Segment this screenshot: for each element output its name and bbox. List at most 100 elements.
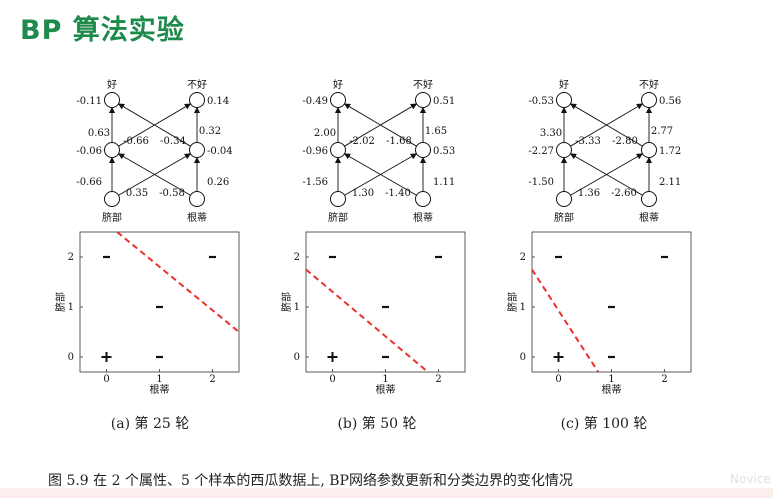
y-tick-label: 2	[294, 252, 300, 263]
output-label-good: 好	[559, 79, 569, 91]
plot-frame	[305, 231, 466, 373]
neuron-node	[104, 92, 120, 108]
weight-h2-o2: 2.77	[651, 126, 673, 137]
neuron-node	[189, 92, 205, 108]
weight-h1-o1: 2.00	[314, 128, 336, 139]
y-tick-label: 0	[68, 352, 74, 363]
y-tick-label: 2	[68, 252, 74, 263]
weight-h2-o1: -0.66	[123, 136, 149, 147]
output-label-good: 好	[107, 79, 117, 91]
decision-boundary	[306, 268, 429, 372]
watermark: Novice	[730, 472, 771, 486]
x-tick-label: 2	[209, 374, 215, 385]
output-label-bad: 不好	[639, 79, 659, 91]
x-tick-label: 1	[608, 374, 614, 385]
input-label-root: 根蒂	[639, 211, 659, 224]
edge-i1-h2	[344, 153, 418, 196]
bias-output-2: 0.56	[659, 96, 681, 107]
input-label-root: 根蒂	[187, 211, 207, 224]
neuron-node	[556, 191, 572, 207]
y-tick-label: 1	[68, 302, 74, 313]
bias-hidden-1: -2.27	[528, 146, 554, 157]
bias-input-2: 0.26	[207, 177, 229, 188]
footer-bar	[0, 488, 773, 498]
neuron-node	[415, 191, 431, 207]
bias-output-1: -0.49	[302, 96, 328, 107]
neuron-node	[189, 191, 205, 207]
weight-h1-o2: -0.34	[160, 136, 186, 147]
output-label-bad: 不好	[187, 79, 207, 91]
bias-hidden-2: 1.72	[659, 146, 681, 157]
neuron-node	[415, 92, 431, 108]
weight-i1-h2: 0.35	[126, 188, 148, 199]
slide-title: BP 算法实验	[20, 15, 185, 46]
neuron-node	[330, 92, 346, 108]
bias-input-1: -1.56	[302, 177, 328, 188]
weight-h2-o2: 0.32	[199, 126, 221, 137]
weight-i2-h1: -0.58	[159, 188, 185, 199]
neuron-node	[104, 191, 120, 207]
y-tick-label: 1	[520, 302, 526, 313]
neuron-node	[556, 142, 572, 158]
plot-frame	[531, 231, 692, 373]
output-label-good: 好	[333, 79, 343, 91]
subcaption-2: (b) 第 50 轮	[337, 415, 416, 432]
y-axis-label: 脐部	[54, 292, 67, 312]
bias-hidden-1: -0.06	[76, 146, 102, 157]
weight-h2-o1: -3.33	[575, 136, 601, 147]
y-tick-label: 1	[294, 302, 300, 313]
y-tick-label: 0	[520, 352, 526, 363]
bias-output-2: 0.51	[433, 96, 455, 107]
weight-i1-h2: 1.36	[578, 188, 600, 199]
bias-input-2: 1.11	[433, 177, 455, 188]
neuron-node	[330, 191, 346, 207]
edge-h1-o2	[570, 103, 644, 147]
x-tick-label: 2	[435, 374, 441, 385]
neuron-node	[556, 92, 572, 108]
y-tick-label: 2	[520, 252, 526, 263]
plot-frame	[79, 231, 240, 373]
bias-output-1: -0.11	[76, 96, 102, 107]
edge-i1-h2	[118, 153, 192, 196]
edge-h1-o2	[118, 103, 192, 147]
neuron-node	[641, 92, 657, 108]
bias-output-2: 0.14	[207, 96, 229, 107]
y-axis-label: 脐部	[280, 292, 293, 312]
weight-h1-o2: -1.68	[386, 136, 412, 147]
weight-i2-h1: -2.60	[611, 188, 637, 199]
x-tick-label: 1	[156, 374, 162, 385]
weight-h1-o2: -2.80	[612, 136, 638, 147]
bias-hidden-1: -0.96	[302, 146, 328, 157]
input-label-navel: 脐部	[102, 211, 122, 224]
weight-h2-o1: -2.02	[349, 136, 375, 147]
x-axis-label: 根蒂	[376, 383, 396, 396]
x-tick-label: 1	[382, 374, 388, 385]
y-axis-label: 脐部	[506, 292, 519, 312]
input-label-navel: 脐部	[554, 211, 574, 224]
boundary-plot-2: 0 1 2 0 1 2 根蒂 脐部	[280, 231, 466, 396]
y-tick-label: 0	[294, 352, 300, 363]
subcaption-3: (c) 第 100 轮	[561, 415, 648, 432]
weight-i2-h1: -1.40	[385, 188, 411, 199]
input-label-navel: 脐部	[328, 211, 348, 224]
subcaption-1: (a) 第 25 轮	[111, 415, 189, 432]
bias-input-1: -1.50	[528, 177, 554, 188]
weight-h1-o1: 3.30	[540, 128, 562, 139]
edge-i1-h2	[570, 153, 644, 196]
edge-h1-o2	[344, 103, 418, 147]
figure-caption: 图 5.9 在 2 个属性、5 个样本的西瓜数据上, BP网络参数更新和分类边界…	[48, 473, 573, 489]
x-tick-label: 0	[329, 374, 335, 385]
input-label-root: 根蒂	[413, 211, 433, 224]
weight-h1-o1: 0.63	[88, 128, 110, 139]
bias-output-1: -0.53	[528, 96, 554, 107]
bias-input-1: -0.66	[76, 177, 102, 188]
x-axis-label: 根蒂	[150, 383, 170, 396]
neuron-node	[189, 142, 205, 158]
neuron-node	[641, 191, 657, 207]
x-axis-label: 根蒂	[602, 383, 622, 396]
x-tick-label: 0	[103, 374, 109, 385]
